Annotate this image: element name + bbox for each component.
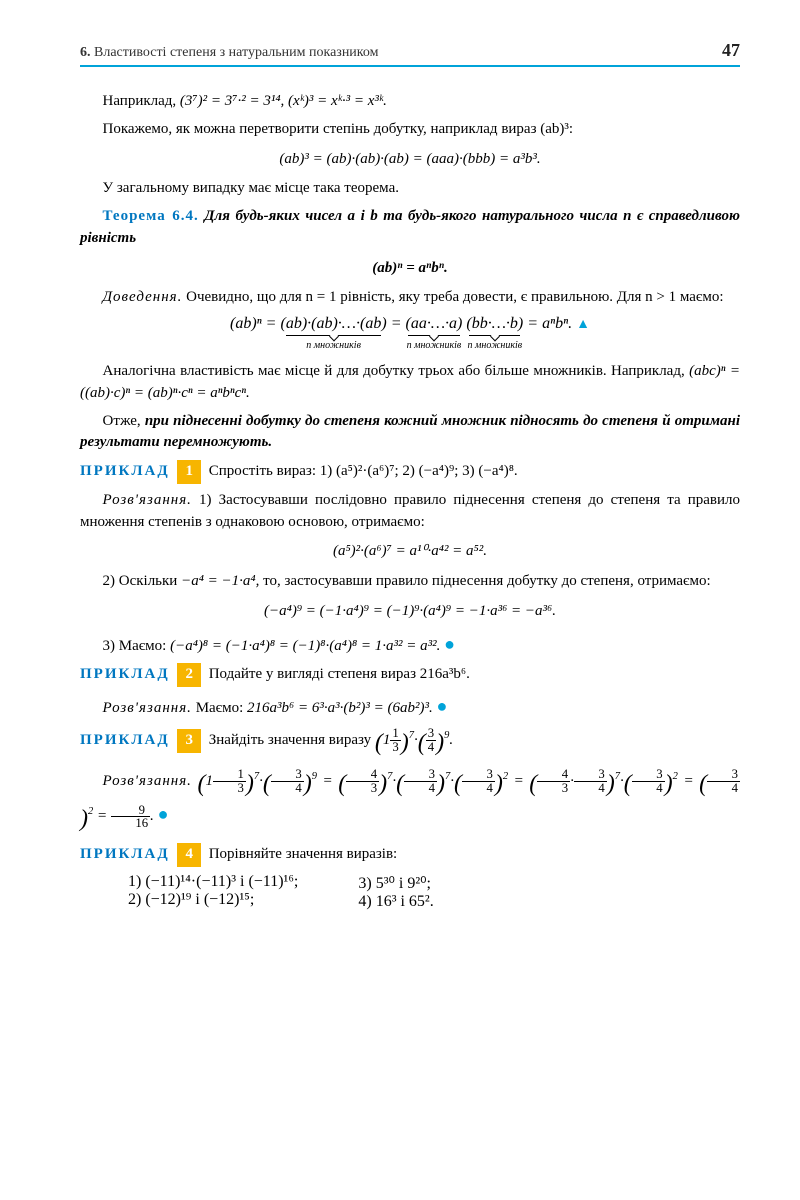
qed-triangle-icon: ▲ [576, 317, 590, 332]
p1-math: (3⁷)² = 3⁷·² = 3¹⁴, (xᵏ)³ = xᵏ·³ = x³ᵏ. [180, 93, 387, 109]
proof-label: Доведення. [103, 289, 183, 305]
ex2-sol-lead: Маємо: [196, 700, 244, 716]
pf-eq1: = [391, 315, 402, 332]
ub3-line [469, 335, 520, 336]
ex1-sol2c: то, застосувавши правило піднесення добу… [263, 573, 711, 589]
ex1-formula-1: (a⁵)²·(a⁶)⁷ = a¹⁰·a⁴² = a⁵². [80, 541, 740, 563]
ex3-text: Знайдіть значення виразу [209, 732, 371, 748]
ub-group-1: (ab)·(ab)·…·(ab) n множників [280, 315, 386, 351]
text-p5: Отже, при піднесенні добутку до степеня … [80, 411, 740, 455]
end-dot-icon: ● [444, 634, 455, 654]
example-num-1: 1 [177, 460, 201, 484]
example-label-4: ПРИКЛАД [80, 846, 170, 862]
ex1-sol2a: 2) Оскільки [103, 573, 178, 589]
text-p1: Наприклад, (3⁷)² = 3⁷·² = 3¹⁴, (xᵏ)³ = x… [80, 91, 740, 113]
ex3-sol: Розв'язання. (113)7·(34)9 = (43)7·(34)7·… [80, 767, 740, 838]
ex4-item-1: 1) (−11)¹⁴·(−11)³ і (−11)¹⁶; [128, 873, 298, 891]
ex4-item-3: 3) 5³⁰ і 9²⁰; [358, 873, 433, 893]
ex1-sol2b: −a⁴ = −1·a⁴, [181, 573, 259, 589]
formula-2: (ab)ⁿ = aⁿbⁿ. [80, 258, 740, 280]
text-p2: Покажемо, як можна перетворити степінь д… [80, 119, 740, 141]
proof-formula: (ab)ⁿ = (ab)·(ab)·…·(ab) n множників = (… [80, 315, 740, 351]
ub3-top: (bb·…·b) [466, 315, 523, 332]
sol-label-2: Розв'язання. [103, 700, 192, 716]
text-p4: Аналогічна властивість має місце й для д… [80, 361, 740, 405]
sol-label-1: Розв'язання. [103, 492, 192, 508]
ub-group-3: (bb·…·b) n множників [466, 315, 523, 351]
ex4-item-2: 2) (−12)¹⁹ і (−12)¹⁵; [128, 891, 298, 909]
sol-label-3: Розв'язання. [103, 773, 192, 789]
ex1-formula-2: (−a⁴)⁹ = (−1·a⁴)⁹ = (−1)⁹·(a⁴)⁹ = −1·a³⁶… [80, 601, 740, 623]
example-label-1: ПРИКЛАД [80, 463, 170, 479]
ex1-formula-3: (−a⁴)⁸ = (−1·a⁴)⁸ = (−1)⁸·(a⁴)⁸ = 1·a³² … [170, 638, 440, 654]
p4a: Аналогічна властивість має місце й для д… [103, 363, 685, 379]
header-title: 6. Властивості степеня з натуральним пок… [80, 45, 378, 61]
example-3: ПРИКЛАД 3 Знайдіть значення виразу (113)… [80, 726, 740, 761]
rule-text: при піднесенні добутку до степеня кожний… [80, 413, 740, 451]
example-1: ПРИКЛАД 1 Спростіть вираз: 1) (a⁵)²·(a⁶)… [80, 460, 740, 484]
ub2-line [408, 335, 459, 336]
ex3-expr: (113)7·(34)9. [375, 732, 453, 748]
end-dot-icon: ● [436, 696, 447, 716]
proof-text: Очевидно, що для n = 1 рівність, яку тре… [186, 289, 723, 305]
page-header: 6. Властивості степеня з натуральним пок… [80, 40, 740, 67]
ub2-label: n множників [405, 340, 462, 351]
formula-1: (ab)³ = (ab)·(ab)·(ab) = (aaa)·(bbb) = a… [80, 149, 740, 171]
text-p3: У загальному випадку має місце така теор… [80, 178, 740, 200]
ex2-formula: 216a³b⁶ = 6³·a³·(b²)³ = (6ab²)³. [247, 700, 433, 716]
theorem-label: Теорема 6.4. [103, 208, 199, 224]
end-dot-icon: ● [158, 804, 169, 824]
page: 6. Властивості степеня з натуральним пок… [0, 0, 800, 1200]
ub1-top: (ab)·(ab)·…·(ab) [280, 315, 386, 332]
ex1-sol2: 2) Оскільки −a⁴ = −1·a⁴, то, застосувавш… [80, 571, 740, 593]
section-title: Властивості степеня з натуральним показн… [94, 45, 378, 60]
pf-rhs: = aⁿbⁿ. [527, 315, 572, 332]
p1-lead: Наприклад, [103, 93, 177, 109]
ex1-sol1: Розв'язання. 1) Застосувавши послідовно … [80, 490, 740, 534]
example-num-4: 4 [177, 843, 201, 867]
example-label-3: ПРИКЛАД [80, 732, 170, 748]
ex1-text: Спростіть вираз: 1) (a⁵)²·(a⁶)⁷; 2) (−a⁴… [209, 463, 518, 479]
ex1-sol3-lead: 3) Маємо: [103, 638, 167, 654]
section-number: 6. [80, 45, 91, 60]
ex2-text: Подайте у вигляді степеня вираз 216a³b⁶. [209, 666, 470, 682]
example-label-2: ПРИКЛАД [80, 666, 170, 682]
theorem: Теорема 6.4. Для будь-яких чисел a і b т… [80, 206, 740, 250]
ex4-items: 1) (−11)¹⁴·(−11)³ і (−11)¹⁶; 2) (−12)¹⁹ … [128, 873, 740, 911]
ub-group-2: (aa·…·a) n множників [405, 315, 462, 351]
page-number: 47 [722, 40, 740, 61]
ub3-label: n множників [466, 340, 523, 351]
ub1-line [286, 335, 382, 336]
pf-lhs: (ab)ⁿ = [230, 315, 277, 332]
ex4-col-right: 3) 5³⁰ і 9²⁰; 4) 16³ і 65². [358, 873, 433, 911]
ex2-sol: Розв'язання. Маємо: 216a³b⁶ = 6³·a³·(b²)… [80, 693, 740, 720]
example-num-3: 3 [177, 729, 201, 753]
ex1-sol3: 3) Маємо: (−a⁴)⁸ = (−1·a⁴)⁸ = (−1)⁸·(a⁴)… [80, 631, 740, 658]
ex4-item-4: 4) 16³ і 65². [358, 893, 433, 911]
example-2: ПРИКЛАД 2 Подайте у вигляді степеня вира… [80, 663, 740, 687]
ex4-col-left: 1) (−11)¹⁴·(−11)³ і (−11)¹⁶; 2) (−12)¹⁹ … [128, 873, 298, 911]
ex4-text: Порівняйте значення виразів: [209, 846, 398, 862]
ub2-top: (aa·…·a) [405, 315, 462, 332]
example-4: ПРИКЛАД 4 Порівняйте значення виразів: [80, 843, 740, 867]
example-num-2: 2 [177, 663, 201, 687]
proof: Доведення. Очевидно, що для n = 1 рівніс… [80, 287, 740, 309]
